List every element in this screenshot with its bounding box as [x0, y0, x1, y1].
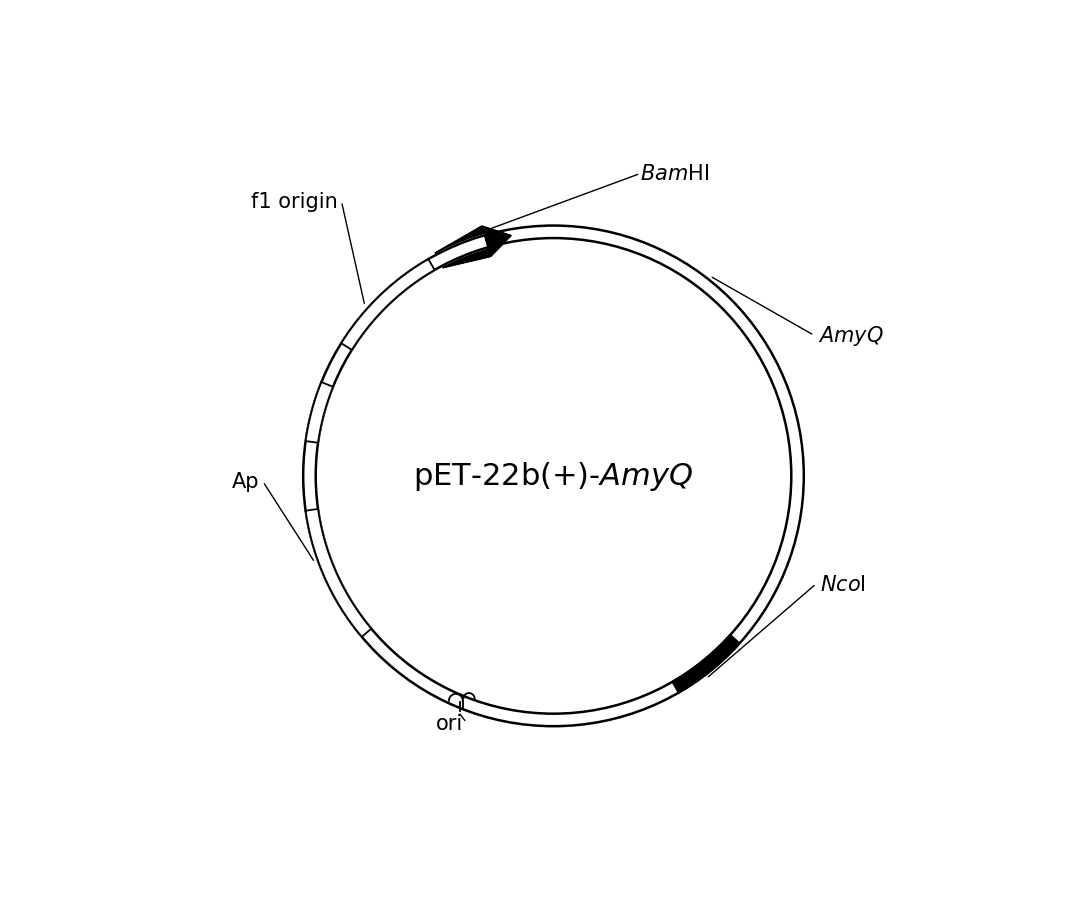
Text: pET-22b(+)-$\it{AmyQ}$: pET-22b(+)-$\it{AmyQ}$: [414, 460, 693, 492]
Polygon shape: [306, 510, 372, 637]
Polygon shape: [341, 260, 434, 351]
Text: ori: ori: [436, 713, 463, 733]
Text: $\it{Nco}$I: $\it{Nco}$I: [820, 574, 866, 594]
Text: Ap: Ap: [232, 472, 259, 492]
Text: $\it{AmyQ}$: $\it{AmyQ}$: [818, 324, 883, 348]
Polygon shape: [673, 635, 740, 693]
Polygon shape: [435, 226, 511, 269]
Polygon shape: [306, 382, 333, 443]
Text: f1 origin: f1 origin: [252, 192, 338, 212]
Text: $\it{Bam}$HI: $\it{Bam}$HI: [640, 164, 710, 184]
